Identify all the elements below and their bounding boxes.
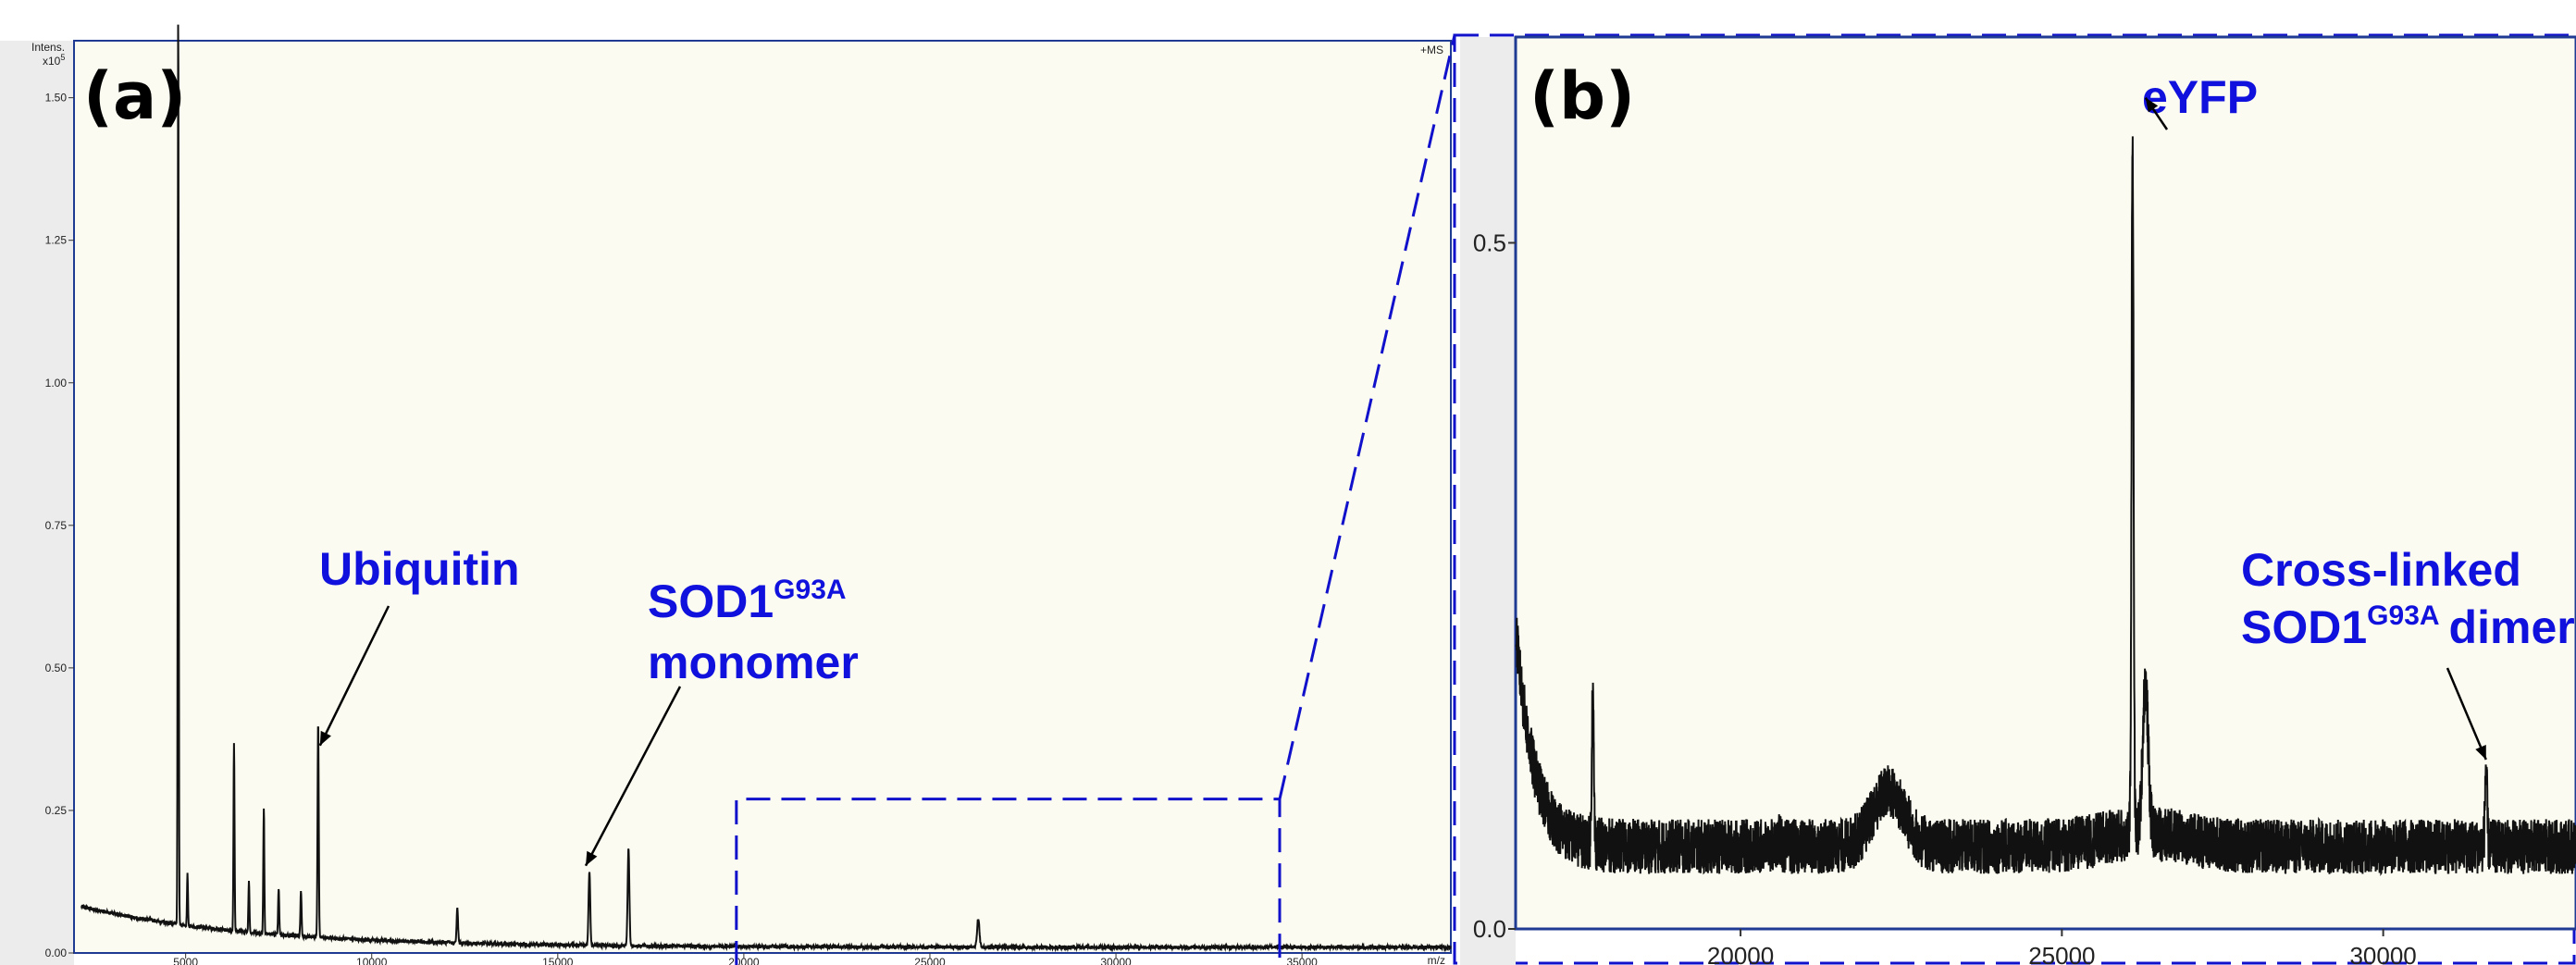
x-tick-label: 5000 xyxy=(173,956,198,965)
ms-mode-label: +MS xyxy=(1420,43,1443,56)
arrow-head xyxy=(585,850,598,866)
x-tick-label: 30000 xyxy=(2349,942,2416,965)
y-tick-label: 0.0 xyxy=(1473,915,1506,943)
y-axis-header: Intens. xyxy=(31,41,65,54)
eyfp-label: eYFP xyxy=(2142,71,2258,123)
x-tick-label: 25000 xyxy=(914,956,946,965)
crosslinked-label-line2: SOD1G93A dimer xyxy=(2241,600,2575,653)
panel-a: Intens. x105 +MS m/z 0.00 0.25 0.50 0.75 1.0… xyxy=(0,24,1452,965)
y-tick-label: 1.00 xyxy=(45,377,68,390)
y-tick-label: 0.5 xyxy=(1473,229,1506,256)
panel-b-x-ticks: 20000 25000 30000 xyxy=(1707,929,2417,965)
y-tick-label: 0.00 xyxy=(45,946,68,959)
panel-b-y-ticks: 0.0 0.5 xyxy=(1473,229,1516,943)
x-tick-label: 30000 xyxy=(1100,956,1132,965)
x-tick-label: 35000 xyxy=(1286,956,1318,965)
panel-b-gutter xyxy=(1460,37,1516,965)
y-tick-label: 1.50 xyxy=(45,92,68,105)
zoom-box xyxy=(735,798,1282,965)
panel-b: 0.0 0.5 20000 25000 30000 (b) eYFP Cross-lin… xyxy=(1460,35,2576,965)
panel-a-spectrum-trace xyxy=(80,24,1452,953)
y-tick-label: 1.25 xyxy=(45,234,68,247)
sod1-monomer-label-line2: monomer xyxy=(648,637,859,688)
panel-b-spectrum-trace xyxy=(1515,136,2576,876)
x-tick-label: 20000 xyxy=(728,956,760,965)
y-exponent: x105 xyxy=(43,53,65,68)
sod1-monomer-label: SOD1G93A xyxy=(648,575,847,627)
crosslinked-arrow xyxy=(2446,667,2487,761)
y-tick-label: 0.75 xyxy=(45,519,68,532)
arrow-head xyxy=(2475,745,2486,761)
panel-a-plot-area xyxy=(73,40,1452,954)
panel-a-gutter xyxy=(0,41,74,965)
arrow-head xyxy=(2145,97,2159,113)
arrow-head xyxy=(319,730,331,746)
panel-a-y-ticks: 0.00 0.25 0.50 0.75 1.00 1.25 1.50 xyxy=(45,92,74,959)
y-tick-label: 0.25 xyxy=(45,804,68,817)
zoom-guide-line xyxy=(1278,34,1456,799)
ubiquitin-arrow xyxy=(318,605,390,747)
x-tick-label: 10000 xyxy=(356,956,388,965)
x-tick-label: 25000 xyxy=(2028,942,2095,965)
sod1-monomer-arrow xyxy=(584,686,682,867)
panel-b-label: (b) xyxy=(1530,58,1635,134)
x-tick-label: 15000 xyxy=(542,956,574,965)
panel-a-label: (a) xyxy=(83,58,186,134)
crosslinked-label: Cross-linked xyxy=(2241,544,2521,596)
ubiquitin-label: Ubiquitin xyxy=(319,543,520,595)
panel-b-plot-area xyxy=(1514,35,2576,931)
y-tick-label: 0.50 xyxy=(45,662,68,674)
x-unit-label: m/z xyxy=(1428,954,1445,965)
panel-a-annotations: Ubiquitin SOD1G93A monomer xyxy=(318,543,859,867)
x-tick-label: 20000 xyxy=(1707,942,1774,965)
panel-a-x-ticks: 5000 10000 15000 20000 25000 30000 35000 xyxy=(173,953,1318,965)
